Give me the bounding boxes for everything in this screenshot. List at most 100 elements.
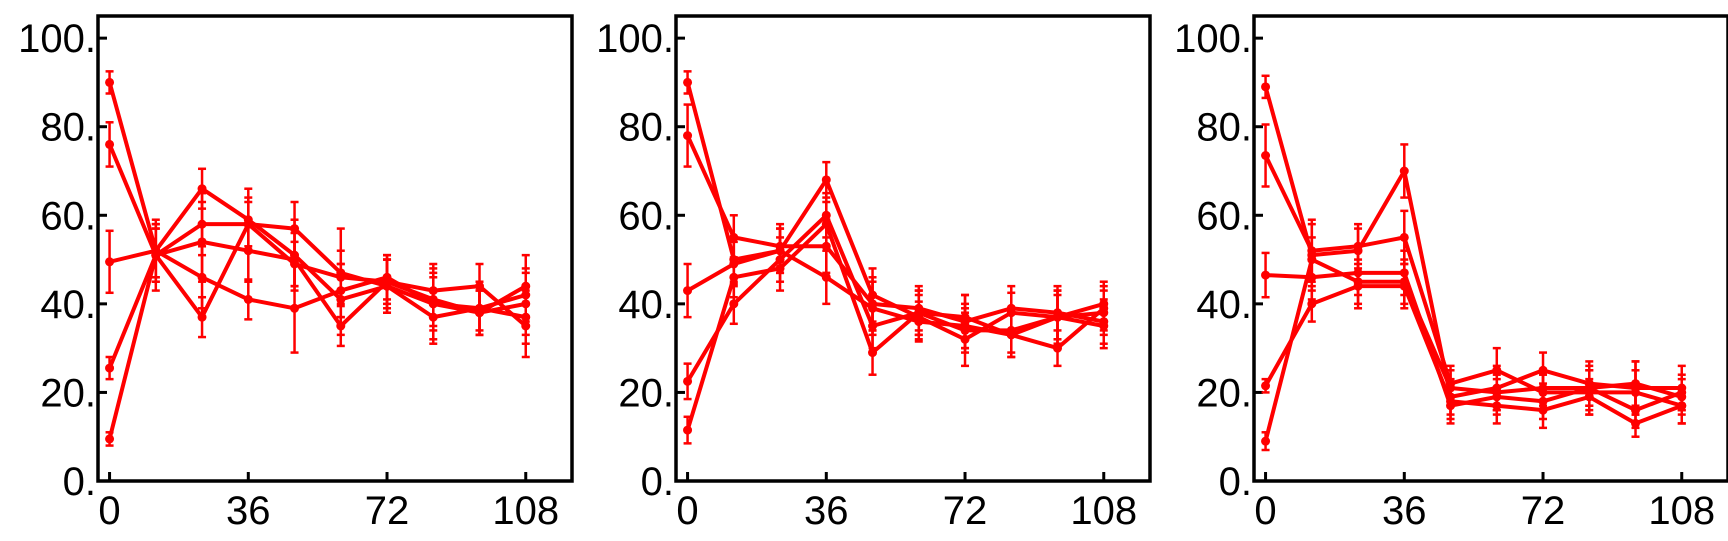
- data-point: [1353, 241, 1363, 251]
- data-point: [1053, 343, 1063, 353]
- series-3: [1261, 249, 1687, 425]
- data-point: [105, 77, 115, 87]
- data-point: [729, 299, 739, 309]
- data-point: [1353, 277, 1363, 287]
- plot-frame: [96, 14, 574, 483]
- series-4: [105, 191, 531, 381]
- series-line: [685, 213, 1106, 384]
- data-point: [1261, 436, 1271, 446]
- y-tick-label: 20.: [40, 371, 96, 415]
- y-tick-label: 80.: [1196, 106, 1252, 150]
- data-point: [1677, 387, 1687, 397]
- data-point: [382, 277, 392, 287]
- y-tick-label: 60.: [40, 194, 96, 238]
- panel-3: 0. 20. 40. 60. 80. 100. 0 36 72 108: [1174, 14, 1728, 533]
- data-point: [914, 308, 924, 318]
- data-point: [729, 232, 739, 242]
- series-line: [107, 142, 528, 320]
- x-tick-label: 36: [804, 489, 849, 533]
- plot-frame: [674, 14, 1152, 483]
- series-5: [105, 200, 531, 447]
- data-point: [105, 139, 115, 149]
- data-point: [1538, 405, 1548, 415]
- data-point: [1399, 232, 1409, 242]
- data-point: [1053, 312, 1063, 322]
- series-2: [1261, 123, 1687, 425]
- x-tick-label: 0: [676, 489, 698, 533]
- data-point: [683, 286, 693, 296]
- series-line: [1263, 284, 1684, 426]
- data-point: [1631, 379, 1641, 389]
- data-point: [821, 219, 831, 229]
- x-tick-label: 36: [226, 489, 271, 533]
- y-tick-label: 60.: [1196, 194, 1252, 238]
- data-point: [775, 263, 785, 273]
- series-line: [107, 222, 528, 371]
- data-point: [105, 257, 115, 267]
- x-tick-label: 108: [1070, 489, 1137, 533]
- data-point: [475, 281, 485, 291]
- y-tick-label: 40.: [40, 283, 96, 327]
- x-tick-label: 0: [98, 489, 120, 533]
- series-5: [1261, 236, 1687, 452]
- data-point: [683, 376, 693, 386]
- data-point: [1261, 381, 1271, 391]
- data-point: [336, 321, 346, 331]
- data-point: [1307, 299, 1317, 309]
- series-line: [1263, 84, 1684, 399]
- data-point: [1446, 383, 1456, 393]
- data-point: [521, 281, 531, 291]
- data-point: [821, 272, 831, 282]
- series-1: [1261, 74, 1687, 416]
- series-line: [685, 80, 1106, 342]
- y-tick-label: 0.: [641, 460, 674, 504]
- data-point: [1492, 365, 1502, 375]
- series-line: [107, 248, 528, 315]
- data-point: [151, 250, 161, 260]
- data-point: [428, 294, 438, 304]
- data-point: [475, 308, 485, 318]
- series-2: [683, 103, 1109, 350]
- series-line: [685, 248, 1106, 337]
- data-point: [197, 312, 207, 322]
- data-point: [1261, 82, 1271, 92]
- y-tick-label: 40.: [1196, 283, 1252, 327]
- data-point: [1399, 166, 1409, 176]
- y-tick-label: 20.: [1196, 371, 1252, 415]
- data-point: [683, 77, 693, 87]
- x-tick-label: 108: [492, 489, 559, 533]
- series-line: [685, 133, 1106, 324]
- series-line: [1263, 257, 1684, 444]
- y-tick-label: 0.: [63, 460, 96, 504]
- data-point: [729, 272, 739, 282]
- data-point: [1538, 383, 1548, 393]
- data-point: [960, 312, 970, 322]
- data-point: [1261, 151, 1271, 160]
- panel-2: 0. 20. 40. 60. 80. 100. 0 36 72 108: [596, 14, 1152, 533]
- x-tick-label: 108: [1648, 489, 1715, 533]
- y-tick-label: 40.: [618, 283, 674, 327]
- x-tick-label: 72: [943, 489, 988, 533]
- series-line: [107, 239, 528, 441]
- y-tick-label: 80.: [40, 106, 96, 150]
- data-point: [1099, 303, 1109, 313]
- data-point: [868, 321, 878, 331]
- data-point: [1631, 405, 1641, 415]
- x-tick-label: 72: [1521, 489, 1566, 533]
- plot-frame: [1252, 14, 1728, 483]
- data-point: [1261, 270, 1271, 280]
- data-point: [1399, 277, 1409, 287]
- y-tick-label: 20.: [618, 371, 674, 415]
- data-point: [243, 294, 253, 304]
- x-tick-label: 0: [1254, 489, 1276, 533]
- data-point: [197, 184, 207, 194]
- y-tick-label: 0.: [1219, 460, 1252, 504]
- data-point: [521, 321, 531, 331]
- y-tick-label: 100.: [596, 17, 674, 61]
- data-point: [1006, 330, 1016, 340]
- data-point: [290, 224, 300, 234]
- y-tick-label: 80.: [618, 106, 674, 150]
- series-4: [683, 191, 1109, 401]
- data-point: [290, 255, 300, 265]
